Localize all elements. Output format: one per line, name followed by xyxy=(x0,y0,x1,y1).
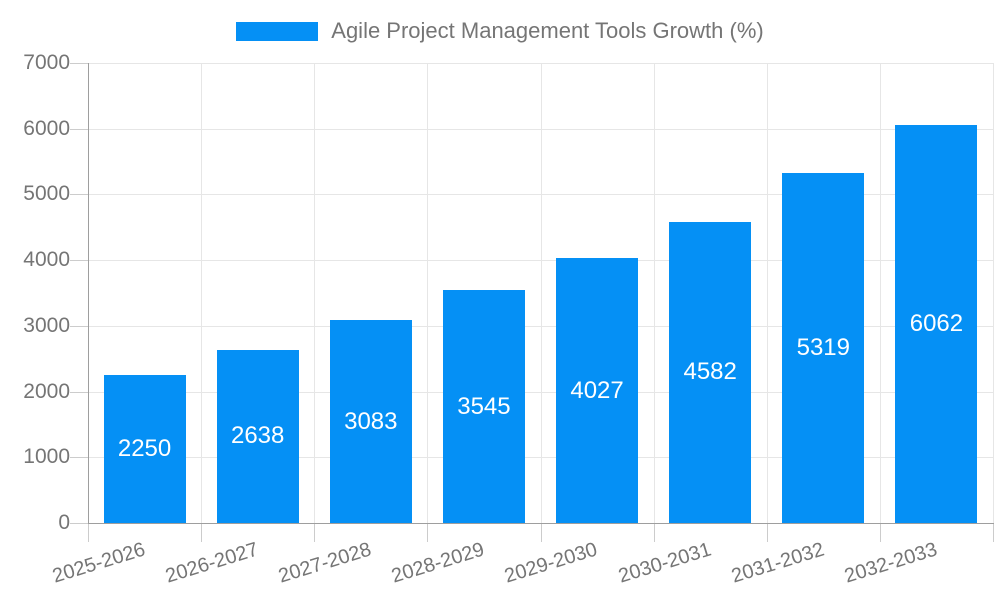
x-axis-label: 2025-2026 xyxy=(49,538,148,588)
x-axis-label: 2026-2027 xyxy=(162,538,261,588)
x-axis-tick xyxy=(540,524,542,542)
x-axis-label: 2027-2028 xyxy=(276,538,375,588)
x-axis-tick xyxy=(993,524,994,542)
bar[interactable] xyxy=(442,290,525,523)
legend: Agile Project Management Tools Growth (%… xyxy=(0,18,1000,44)
bar[interactable] xyxy=(103,375,186,523)
x-axis-tick xyxy=(653,524,655,542)
bar-value-label: 2638 xyxy=(230,422,285,450)
x-axis-tick xyxy=(879,524,881,542)
gridline-vertical xyxy=(427,63,429,523)
gridline-vertical xyxy=(766,63,768,523)
x-axis-label: 2028-2029 xyxy=(389,538,488,588)
x-axis-label: 2031-2032 xyxy=(728,538,827,588)
bar-value-label: 2250 xyxy=(117,435,172,463)
y-axis-tick xyxy=(70,523,88,524)
bar[interactable] xyxy=(216,349,299,523)
bar-value-label: 3083 xyxy=(344,407,398,435)
y-axis-label: 4000 xyxy=(23,248,70,272)
bar-value-label: 3545 xyxy=(457,392,511,420)
legend-swatch-icon xyxy=(236,21,319,41)
gridline-vertical xyxy=(993,63,994,523)
bar[interactable] xyxy=(782,173,865,523)
bar-value-label: 5319 xyxy=(796,334,850,362)
bar-value-label: 4027 xyxy=(570,376,624,404)
bar[interactable] xyxy=(669,221,752,523)
gridline-vertical xyxy=(314,63,316,523)
legend-item[interactable]: Agile Project Management Tools Growth (%… xyxy=(236,18,764,44)
bar[interactable] xyxy=(556,258,639,523)
y-axis-label: 6000 xyxy=(23,116,70,140)
y-axis-tick xyxy=(70,457,88,459)
y-axis-label: 5000 xyxy=(23,182,70,206)
y-axis-tick xyxy=(70,128,88,130)
x-axis-line xyxy=(88,523,994,524)
x-axis-label: 2029-2030 xyxy=(502,538,601,588)
x-axis-tick xyxy=(766,524,768,542)
bar-value-label: 6062 xyxy=(909,309,964,337)
y-axis-label: 0 xyxy=(58,511,70,534)
x-axis-label: 2030-2031 xyxy=(615,538,714,588)
bar-value-label: 4582 xyxy=(683,358,737,386)
x-axis-tick xyxy=(427,524,429,542)
x-axis-tick xyxy=(314,524,316,542)
y-axis-tick xyxy=(70,391,88,393)
y-axis-tick xyxy=(70,325,88,327)
x-axis-tick xyxy=(201,524,203,542)
y-axis-tick xyxy=(70,260,88,262)
legend-label: Agile Project Management Tools Growth (%… xyxy=(331,18,764,43)
gridline-vertical xyxy=(653,63,655,523)
x-axis-label: 2032-2033 xyxy=(841,538,940,588)
y-axis-label: 1000 xyxy=(23,445,70,469)
y-axis-tick xyxy=(70,194,88,196)
x-axis-tick xyxy=(88,524,89,542)
y-axis-line xyxy=(88,63,89,524)
bar[interactable] xyxy=(895,124,978,523)
y-axis-label: 3000 xyxy=(23,313,70,337)
y-axis-tick xyxy=(70,63,88,64)
gridline-vertical xyxy=(879,63,881,523)
bar[interactable] xyxy=(329,320,412,523)
gridline-vertical xyxy=(540,63,542,523)
y-axis-label: 7000 xyxy=(23,51,70,74)
y-axis-label: 2000 xyxy=(23,379,70,403)
gridline-vertical xyxy=(201,63,203,523)
